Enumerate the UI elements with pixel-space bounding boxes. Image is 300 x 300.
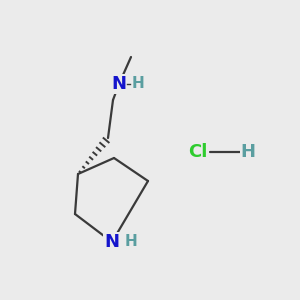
Text: N: N: [112, 75, 127, 93]
Text: N: N: [104, 233, 119, 251]
Text: H: H: [241, 143, 256, 161]
Text: Cl: Cl: [188, 143, 208, 161]
Text: H: H: [132, 76, 145, 91]
Text: H: H: [125, 233, 138, 248]
